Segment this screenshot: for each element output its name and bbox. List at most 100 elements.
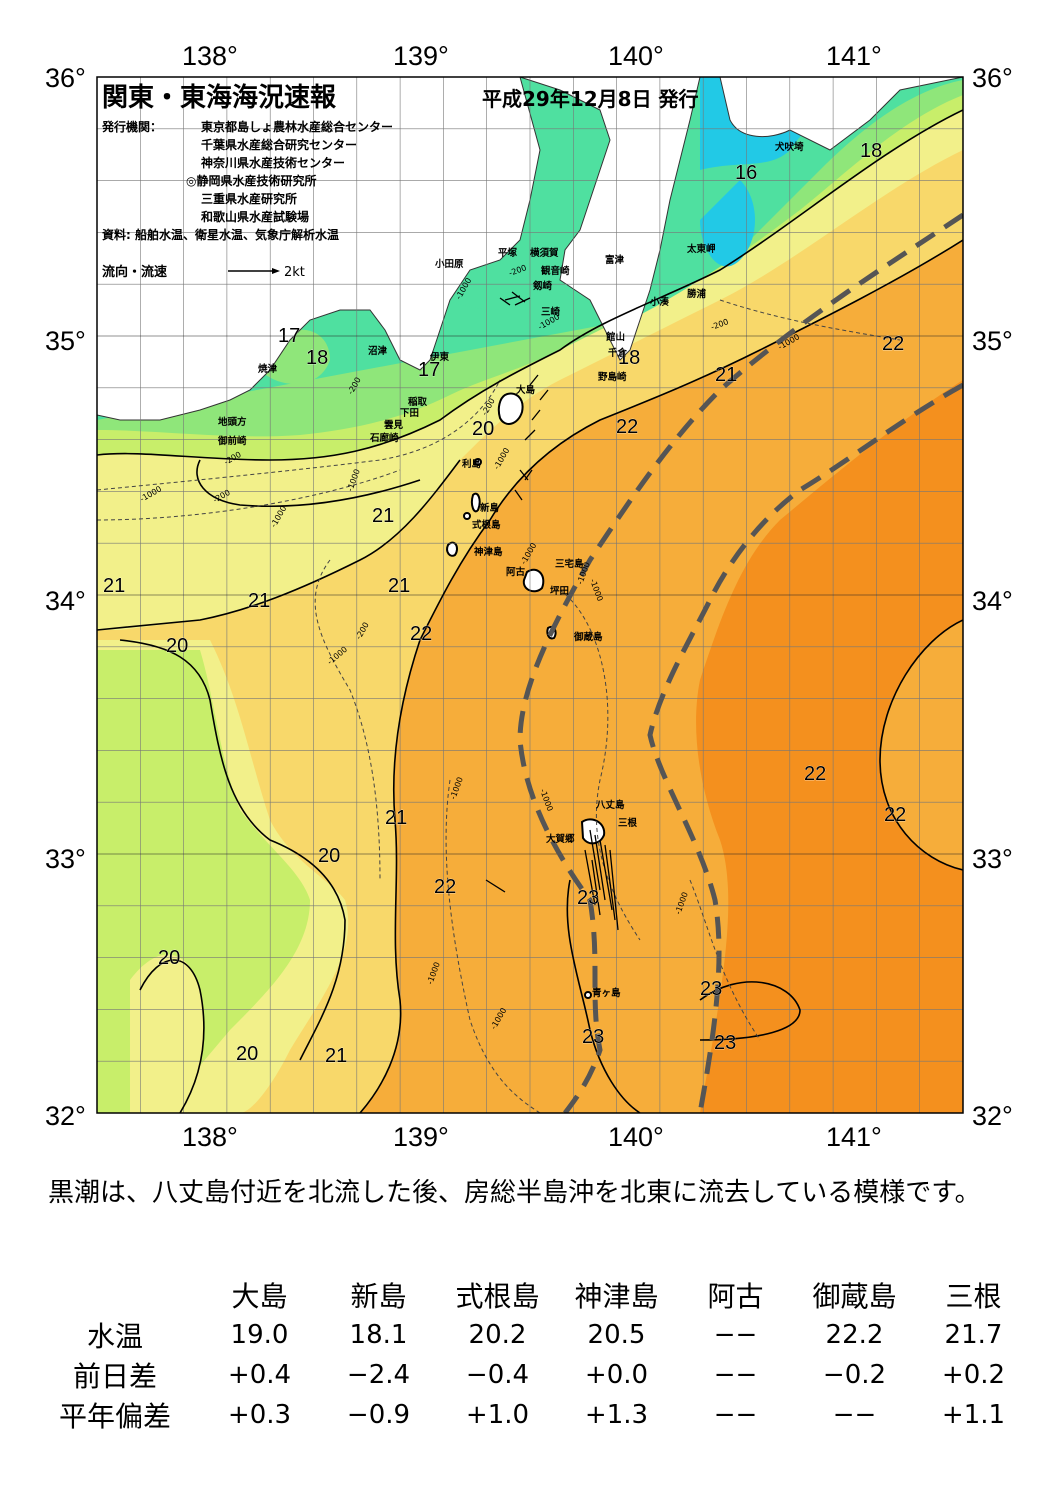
isotherm-label: 20	[236, 1043, 258, 1065]
place-label: 大賀郷	[546, 833, 575, 845]
map-frame	[96, 76, 964, 1114]
table-row: 平年偏差 +0.3 −0.9 +1.0 +1.3 −− −− +1.1	[30, 1395, 1033, 1435]
place-label: 観音崎	[541, 265, 570, 277]
isotherm-label: 20	[472, 418, 494, 440]
sea-temperature-map: 138° 139° 140° 141° 138° 139° 140° 141° …	[45, 41, 1013, 1152]
place-label: 富津	[605, 254, 625, 266]
table-cell: +0.2	[941, 1360, 1006, 1390]
isotherm-label: 22	[410, 623, 432, 645]
table-row: 前日差 +0.4 −2.4 −0.4 +0.0 −− −0.2 +0.2	[30, 1355, 1033, 1395]
place-label: 神津島	[474, 546, 503, 558]
place-label: 御蔵島	[573, 631, 603, 643]
table-cell: 18.1	[349, 1320, 408, 1350]
isotherm-label: 17	[278, 325, 300, 347]
isotherm-label: 22	[884, 804, 906, 826]
place-label: 地頭方	[218, 416, 247, 428]
place-label: 横須賀	[530, 247, 559, 259]
place-label: 沼津	[368, 345, 388, 357]
lat-right-33: 33°	[972, 844, 1013, 874]
isotherm-label: 23	[714, 1032, 736, 1054]
isotherm-label: 22	[804, 763, 826, 785]
place-label: 伊東	[429, 351, 450, 363]
row-label: 平年偏差	[58, 1400, 171, 1433]
isotherm-label: 18	[618, 347, 640, 369]
table-cell: −−	[713, 1320, 758, 1350]
isotherm-label: 21	[248, 590, 270, 612]
table-cell: 20.2	[468, 1320, 527, 1350]
publisher-item: 千葉県水産総合研究センター	[201, 137, 357, 152]
lon-top-138: 138°	[182, 41, 238, 71]
lon-bottom-140: 140°	[608, 1122, 664, 1152]
table-cell: 21.7	[944, 1320, 1003, 1350]
place-label: 新島	[480, 502, 500, 514]
publisher-item: 和歌山県水産試験場	[200, 209, 309, 224]
isotherm-label: 23	[700, 978, 722, 1000]
data-sources: 資料: 船舶水温、衛星水温、気象庁解析水温	[102, 227, 339, 242]
isotherm-label: 23	[582, 1026, 604, 1048]
table-header: 阿古	[707, 1280, 764, 1313]
place-label: 三崎	[541, 306, 561, 318]
place-label: 小田原	[434, 258, 464, 270]
isotherm-label: 21	[103, 575, 125, 597]
isobath-lines	[97, 299, 901, 1113]
current-legend-label: 流向・流速	[102, 264, 167, 280]
current-scale-arrow	[228, 268, 280, 274]
place-label: 青ヶ島	[592, 987, 621, 999]
isotherm-label: 21	[715, 364, 737, 386]
lon-top-140: 140°	[608, 41, 664, 71]
place-label: 館山	[605, 331, 625, 343]
place-label: 利島	[461, 458, 482, 470]
table-header: 神津島	[574, 1280, 659, 1313]
lat-left-34: 34°	[45, 586, 86, 616]
table-cell: +1.1	[941, 1400, 1006, 1430]
table-row: 水温 19.0 18.1 20.2 20.5 −− 22.2 21.7	[30, 1315, 1033, 1355]
publisher-item: 三重県水産研究所	[201, 191, 297, 206]
lon-bottom-138: 138°	[182, 1122, 238, 1152]
lat-right-32: 32°	[972, 1101, 1013, 1131]
table-cell: +0.4	[227, 1360, 292, 1390]
lat-right-36: 36°	[972, 63, 1013, 93]
row-label: 前日差	[72, 1360, 157, 1393]
lat-left-33: 33°	[45, 844, 86, 874]
place-label: 三宅島	[555, 558, 584, 570]
table-header: 御蔵島	[812, 1280, 897, 1313]
place-label: 犬吠埼	[774, 141, 804, 153]
map-title: 関東・東海海況速報	[102, 83, 337, 113]
place-label: 阿古	[506, 566, 526, 578]
isotherm-label: 21	[385, 807, 407, 829]
table-cell: −−	[832, 1400, 877, 1430]
isotherm-label: 18	[306, 347, 328, 369]
table-cell: +1.0	[465, 1400, 530, 1430]
place-label: 平塚	[498, 247, 518, 259]
place-label: 剱崎	[532, 280, 553, 292]
temperature-table: 大島 新島 式根島 神津島 阿古 御蔵島 三根 水温 19.0 18.1 20.…	[30, 1275, 1033, 1435]
isotherm-label: 18	[860, 140, 882, 162]
isotherm-label: 21	[325, 1045, 347, 1067]
place-label: 稲取	[408, 396, 428, 408]
publisher-item: ◎静岡県水産技術研究所	[186, 173, 316, 188]
isotherm-label: 22	[882, 333, 904, 355]
current-arrows	[485, 291, 619, 931]
table-cell: −−	[713, 1360, 758, 1390]
lat-left-32: 32°	[45, 1101, 86, 1131]
place-label: 石廊崎	[369, 432, 399, 444]
lon-bottom-139: 139°	[393, 1122, 449, 1152]
place-label: 大島	[516, 384, 536, 396]
place-label: 八丈島	[595, 799, 625, 811]
table-header-row: 大島 新島 式根島 神津島 阿古 御蔵島 三根	[30, 1275, 1033, 1315]
table-cell: +1.3	[584, 1400, 649, 1430]
row-label: 水温	[86, 1320, 143, 1353]
isotherm-label: 20	[318, 845, 340, 867]
isotherm-label: 21	[372, 505, 394, 527]
table-cell: +0.3	[227, 1400, 292, 1430]
place-label: 千倉	[608, 347, 628, 359]
isotherm-label: 23	[577, 887, 599, 909]
lon-bottom-141: 141°	[826, 1122, 882, 1152]
isotherm-label: 16	[735, 162, 757, 184]
table-header: 三根	[945, 1280, 1002, 1313]
kuroshio-axis	[517, 212, 963, 1113]
isotherm-label: 22	[434, 876, 456, 898]
isotherm-label: 22	[616, 416, 638, 438]
place-label: 三根	[618, 817, 638, 829]
place-label: 勝浦	[687, 288, 707, 300]
